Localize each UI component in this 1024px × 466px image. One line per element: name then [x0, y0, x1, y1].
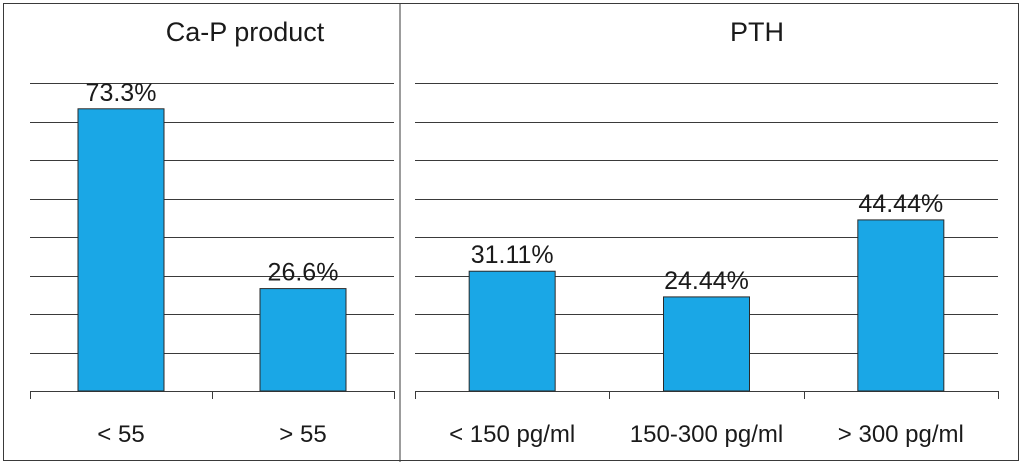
- x-tick-label-150-300-pg-ml: 150-300 pg/ml: [630, 421, 783, 448]
- data-labels-pth: 31.11% 24.44% 44.44%: [471, 190, 944, 295]
- x-tick-labels-ca-p-product: < 55 > 55: [97, 421, 326, 448]
- chart-panel-ca-p-product: Ca-P product 73.3% 26.6% < 55 > 55: [30, 17, 395, 448]
- bar-55: [77, 108, 165, 392]
- chart-title-ca-p-product: Ca-P product: [166, 17, 325, 47]
- data-label-300-pg-ml: 44.44%: [858, 190, 943, 218]
- x-tick-label-300-pg-ml: > 300 pg/ml: [838, 421, 964, 448]
- bar-55: [259, 288, 347, 392]
- x-tick-label-55: < 55: [97, 421, 144, 448]
- data-label-150-pg-ml: 31.11%: [471, 241, 554, 269]
- x-tick-label-55: > 55: [279, 421, 326, 448]
- bar-300-pg-ml: [857, 219, 945, 392]
- bars-pth: [468, 219, 945, 392]
- x-tick-labels-pth: < 150 pg/ml 150-300 pg/ml > 300 pg/ml: [449, 421, 964, 448]
- x-tick-label-150-pg-ml: < 150 pg/ml: [449, 421, 575, 448]
- bar-150-pg-ml: [468, 270, 556, 392]
- data-label-55: 26.6%: [268, 259, 339, 287]
- bar-150-300-pg-ml: [663, 296, 750, 392]
- data-labels-ca-p-product: 73.3% 26.6%: [86, 79, 339, 287]
- data-label-55: 73.3%: [86, 79, 157, 107]
- chart-panel-pth: PTH 31.11% 24.44% 44.44% < 150 pg/ml 150-30…: [415, 17, 999, 448]
- chart-title-pth: PTH: [730, 17, 784, 47]
- bars-ca-p-product: [77, 108, 347, 392]
- data-label-150-300-pg-ml: 24.44%: [664, 267, 749, 295]
